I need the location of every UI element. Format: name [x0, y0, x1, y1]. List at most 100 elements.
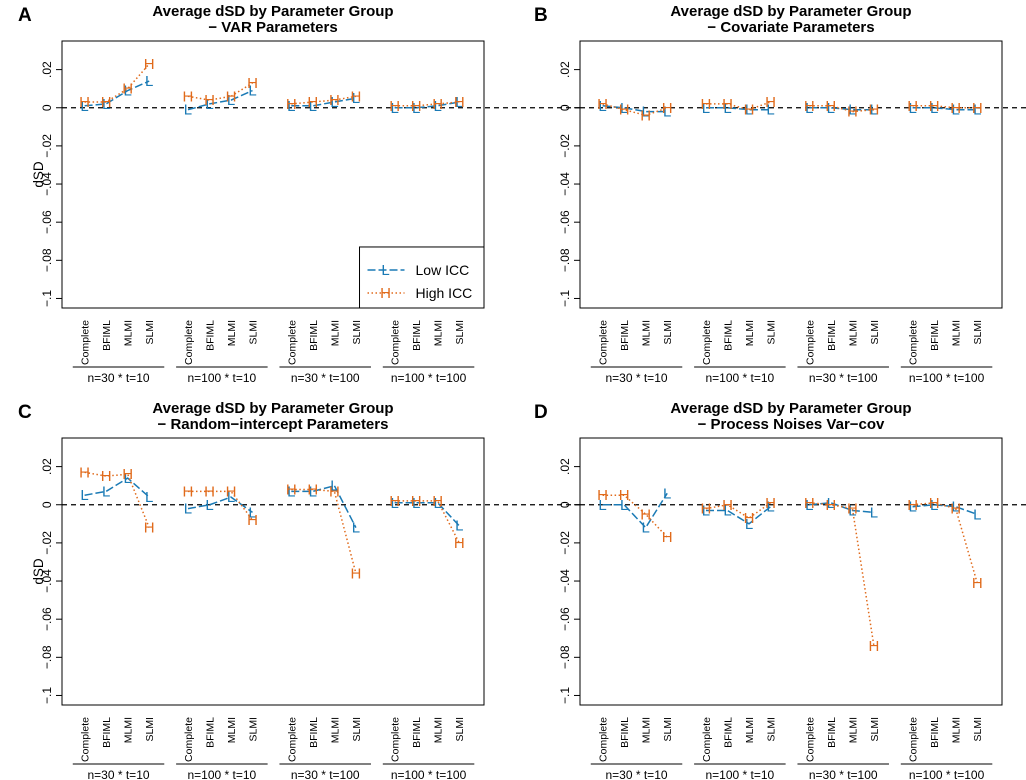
group-label: n=100 * t=100 [909, 768, 985, 780]
category-label: BFIML [826, 320, 838, 351]
panel-label: B [534, 5, 548, 26]
category-label: Complete [390, 320, 402, 365]
category-label: MLMI [951, 717, 963, 743]
category-label: SLMI [144, 320, 156, 345]
data-point-low-icc: L [908, 499, 916, 516]
data-point-low-icc: L [848, 102, 856, 119]
legend-marker: H [380, 285, 391, 302]
y-tick-label: .02 [40, 61, 54, 78]
y-tick-label: −.02 [558, 134, 572, 158]
data-point-high-icc: H [825, 98, 836, 115]
y-tick-label: −.08 [40, 645, 54, 669]
data-point-high-icc: H [972, 100, 983, 117]
category-label: SLMI [351, 717, 363, 742]
y-tick-label: .02 [558, 458, 572, 475]
data-point-low-icc: L [766, 102, 774, 119]
series-line-high-icc [809, 105, 874, 113]
data-point-high-icc: H [701, 501, 712, 518]
plot-frame [579, 437, 1003, 706]
legend-entry: Low ICC [416, 262, 470, 278]
data-point-low-icc: L [145, 489, 153, 506]
y-tick-label: −.08 [40, 248, 54, 272]
data-point-high-icc: H [101, 94, 112, 111]
y-tick-label: −.02 [40, 531, 54, 555]
data-point-low-icc: L [330, 478, 338, 495]
data-point-high-icc: H [226, 88, 237, 105]
category-label: Complete [80, 717, 92, 762]
data-point-high-icc: H [204, 483, 215, 500]
data-point-low-icc: L [723, 502, 731, 519]
panel-label: D [534, 402, 548, 423]
data-point-low-icc: L [973, 506, 981, 523]
series-line-high-icc [394, 101, 460, 107]
y-tick-label: −.1 [558, 687, 572, 704]
category-label: MLMI [433, 717, 445, 743]
data-point-high-icc: H [950, 100, 961, 117]
category-label: SLMI [662, 320, 674, 345]
data-point-low-icc: L [723, 100, 731, 117]
data-point-high-icc: H [454, 94, 465, 111]
data-point-low-icc: L [805, 100, 813, 117]
data-point-high-icc: H [307, 481, 318, 498]
series-line-low-icc [291, 97, 357, 107]
category-label: SLMI [248, 320, 260, 345]
data-point-high-icc: H [389, 98, 400, 115]
category-label: SLMI [454, 320, 466, 345]
data-point-high-icc: H [619, 102, 630, 119]
data-point-low-icc: L [205, 96, 213, 113]
category-label: BFIML [722, 717, 734, 748]
group-label: n=30 * t=10 [605, 371, 667, 385]
data-point-low-icc: L [930, 497, 938, 514]
panel-title: Average dSD by Parameter Group [152, 400, 393, 417]
data-point-low-icc: L [598, 98, 606, 115]
data-point-low-icc: L [952, 102, 960, 119]
category-label: MLMI [847, 320, 859, 346]
plot-frame [61, 40, 485, 309]
data-point-high-icc: H [122, 466, 133, 483]
data-point-high-icc: H [286, 96, 297, 113]
category-label: MLMI [744, 320, 756, 346]
y-tick-label: −.06 [558, 210, 572, 234]
category-label: BFIML [204, 320, 216, 351]
category-label: BFIML [826, 717, 838, 748]
data-point-high-icc: H [597, 487, 608, 504]
legend-marker: L [381, 262, 389, 279]
series-line-low-icc [84, 477, 150, 498]
group-label: n=30 * t=10 [605, 768, 667, 780]
data-point-high-icc: H [350, 565, 361, 582]
category-label: BFIML [929, 717, 941, 748]
data-point-low-icc: L [598, 497, 606, 514]
category-label: BFIML [411, 320, 423, 351]
data-point-low-icc: L [827, 100, 835, 117]
data-point-high-icc: H [432, 493, 443, 510]
data-point-high-icc: H [640, 107, 651, 124]
data-point-low-icc: L [908, 100, 916, 117]
data-point-high-icc: H [619, 487, 630, 504]
legend-box [359, 246, 485, 309]
data-point-high-icc: H [722, 497, 733, 514]
category-label: Complete [701, 717, 713, 762]
data-point-high-icc: H [432, 96, 443, 113]
panel-title: Average dSD by Parameter Group [670, 400, 911, 417]
category-label: SLMI [144, 717, 156, 742]
y-tick-label: 0 [40, 501, 54, 508]
panel-a: A Average dSD by Parameter Group− VAR Par… [18, 3, 580, 385]
data-point-high-icc: H [929, 98, 940, 115]
data-point-low-icc: L [352, 520, 360, 537]
category-label: MLMI [641, 717, 653, 743]
data-point-high-icc: H [847, 104, 858, 121]
category-label: BFIML [619, 717, 631, 748]
data-point-high-icc: H [144, 56, 155, 73]
panel-title: Average dSD by Parameter Group [152, 3, 393, 20]
data-point-high-icc: H [868, 102, 879, 119]
data-point-low-icc: L [973, 102, 981, 119]
y-axis-label: dSD [31, 161, 46, 188]
category-label: Complete [701, 320, 713, 365]
data-point-low-icc: L [123, 470, 131, 487]
category-label: BFIML [722, 320, 734, 351]
series-line-high-icc [809, 502, 875, 647]
data-point-low-icc: L [205, 497, 213, 514]
y-tick-label: −.04 [558, 172, 572, 196]
data-point-low-icc: L [766, 499, 774, 516]
